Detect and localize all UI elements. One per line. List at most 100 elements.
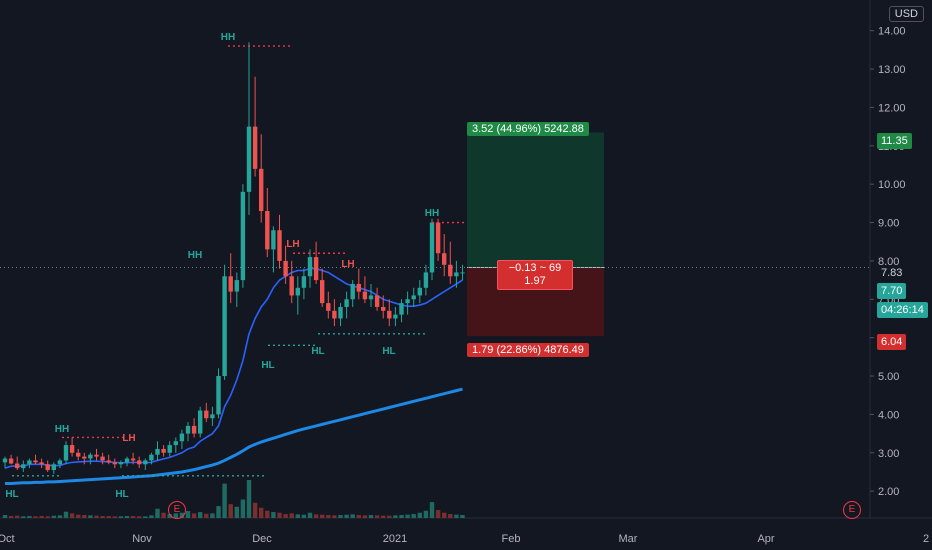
volume-bar (344, 514, 349, 518)
candle-body (161, 448, 166, 453)
position-center-label[interactable]: −0.13 ~ 69 1.97 (497, 260, 573, 290)
volume-bar (57, 515, 63, 518)
position-loss-label: 1.79 (22.86%) 4876.49 (467, 343, 589, 357)
time-label-4: Feb (502, 533, 521, 545)
price-tag-last: 7.83 (877, 265, 907, 281)
candle-body (289, 276, 294, 296)
candle-body (173, 441, 178, 446)
countdown-tag: 04:26:14 (877, 302, 928, 318)
volume-bar (216, 506, 221, 518)
volume-bar (191, 513, 197, 518)
volume-bar (204, 513, 209, 518)
candle-body (368, 295, 374, 300)
volume-bar (405, 514, 410, 518)
time-label-2: Dec (252, 533, 272, 545)
candle-body (393, 314, 398, 319)
price-tick-label-1: 13.00 (878, 64, 906, 76)
candle-body (57, 460, 63, 465)
volume-bar (259, 507, 264, 518)
volume-bar (417, 512, 422, 518)
price-tag-target: 11.35 (877, 133, 912, 149)
candle-body (252, 126, 258, 169)
price-tick-label-12: 2.00 (878, 486, 899, 498)
candle-body (228, 276, 233, 292)
candle-body (240, 191, 246, 281)
candle-body (320, 280, 325, 304)
volume-bar (8, 516, 14, 518)
candle-body (374, 295, 380, 307)
candle-body (191, 425, 197, 434)
volume-bar (411, 514, 416, 518)
candle-body (118, 462, 124, 465)
volume-bar (423, 510, 429, 518)
volume-bar (448, 514, 453, 518)
volume-bar (301, 514, 307, 518)
swing-marker-label-3: HH (221, 32, 235, 43)
currency-selector[interactable]: USD (888, 6, 924, 22)
volume-bar (161, 512, 166, 518)
volume-bar (307, 512, 313, 518)
volume-bar (295, 514, 300, 518)
candle-body (313, 257, 319, 281)
candle-body (246, 126, 252, 192)
candle-body (94, 454, 99, 457)
candle-body (234, 280, 239, 292)
candle-body (45, 464, 50, 471)
candle-body (204, 410, 209, 419)
candle-body (155, 448, 160, 455)
volume-bar (429, 502, 435, 518)
swing-marker-label-9: HL (261, 360, 274, 371)
candle-body (149, 454, 154, 461)
volume-bar (350, 514, 355, 518)
time-label-0: Oct (0, 533, 15, 545)
candle-body (344, 299, 349, 307)
candle-body (27, 460, 32, 465)
candle-body (100, 456, 105, 461)
volume-bar (399, 515, 404, 518)
candle-body (356, 283, 361, 292)
swing-marker-label-6: HH (425, 208, 439, 219)
candle-body (283, 260, 288, 277)
volume-bar (130, 516, 136, 518)
time-label-6: Apr (757, 533, 774, 545)
volume-bar (112, 516, 117, 518)
candle-body (210, 414, 215, 419)
price-tag-current: 7.70 (877, 283, 907, 299)
volume-bar (228, 504, 233, 518)
candle-body (130, 458, 136, 461)
volume-bar (155, 508, 160, 518)
volume-bar (454, 514, 459, 518)
price-tick-label-4: 10.00 (878, 179, 906, 191)
position-center-line1: −0.13 ~ 69 (508, 262, 562, 274)
candle-body (167, 445, 172, 453)
volume-bar (332, 515, 337, 518)
moving-average-slow (5, 387, 463, 485)
price-tick-label-9: 5.00 (878, 371, 899, 383)
candle-body (2, 458, 8, 463)
candle-body (137, 460, 142, 465)
time-label-1: Nov (132, 533, 152, 545)
earnings-badge-apr[interactable]: E (843, 501, 861, 519)
volume-bar (338, 515, 343, 518)
candle-body (39, 462, 44, 465)
profit-zone (467, 132, 604, 268)
swing-marker-label-8: HL (115, 489, 128, 500)
swing-marker-label-0: HH (55, 424, 69, 435)
volume-bar (198, 512, 203, 518)
candle-body (222, 276, 227, 377)
volume-bar (69, 513, 75, 518)
volume-bar (21, 516, 26, 518)
candle-body (265, 211, 270, 250)
volume-bar (460, 515, 465, 518)
moving-average-fast (4, 267, 463, 469)
candle-body (338, 306, 343, 319)
candle-body (76, 452, 81, 457)
price-tick-label-0: 14.00 (878, 26, 906, 38)
earnings-badge-nov[interactable]: E (168, 501, 186, 519)
volume-bar (82, 515, 87, 518)
volume-bar (277, 512, 282, 518)
swing-marker-label-4: LH (286, 239, 299, 250)
candle-body (307, 257, 313, 277)
candle-body (198, 410, 203, 434)
